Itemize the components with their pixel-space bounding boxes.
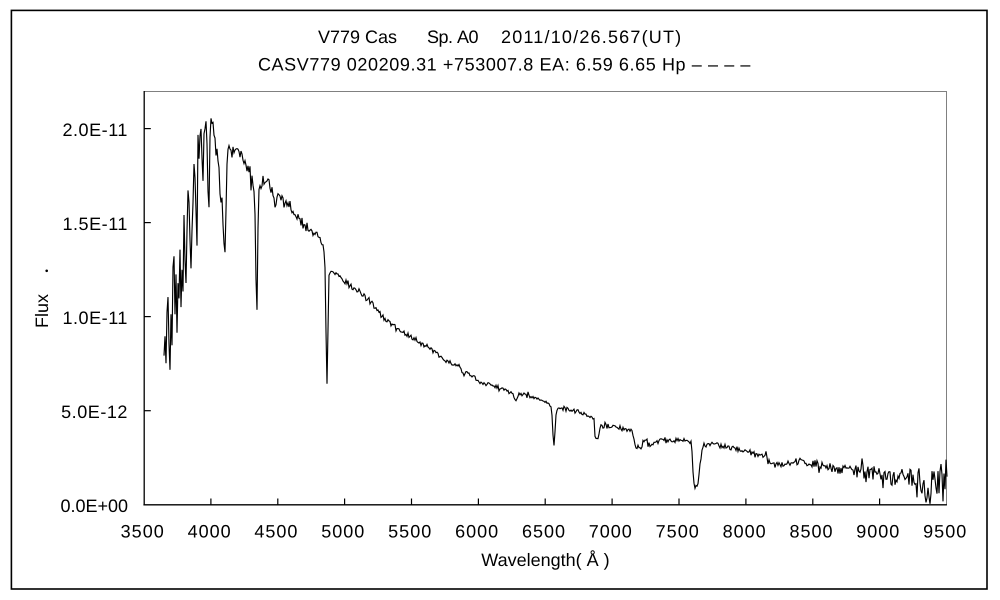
svg-text:6500: 6500	[522, 521, 566, 541]
svg-text:8500: 8500	[789, 521, 833, 541]
svg-text:Wavelength( Å ): Wavelength( Å )	[481, 550, 609, 570]
svg-text:0.0E+00: 0.0E+00	[60, 496, 128, 516]
svg-text:Flux: Flux	[32, 294, 52, 328]
svg-text:7500: 7500	[656, 521, 700, 541]
svg-text:1.5E-11: 1.5E-11	[62, 214, 128, 234]
svg-text:5000: 5000	[321, 521, 365, 541]
svg-text:9500: 9500	[923, 521, 967, 541]
svg-text:CASV779 020209.31 +753007.8 EA: CASV779 020209.31 +753007.8 EA: 6.59 6.6…	[258, 55, 751, 75]
svg-text:3500: 3500	[121, 521, 165, 541]
svg-text:8000: 8000	[723, 521, 767, 541]
svg-text:1.0E-11: 1.0E-11	[62, 308, 128, 328]
svg-text:9000: 9000	[856, 521, 900, 541]
svg-text:4500: 4500	[254, 521, 298, 541]
svg-text:V779 Cas: V779 Cas	[318, 27, 397, 47]
svg-text:2.0E-11: 2.0E-11	[62, 120, 128, 140]
svg-text:7000: 7000	[589, 521, 633, 541]
svg-text:Sp. A0: Sp. A0	[427, 27, 479, 47]
svg-text:5500: 5500	[388, 521, 432, 541]
svg-text:4000: 4000	[188, 521, 232, 541]
svg-text:2011/10/26.567(UT): 2011/10/26.567(UT)	[501, 27, 682, 47]
svg-text:5.0E-12: 5.0E-12	[61, 402, 128, 422]
svg-text:6000: 6000	[455, 521, 499, 541]
